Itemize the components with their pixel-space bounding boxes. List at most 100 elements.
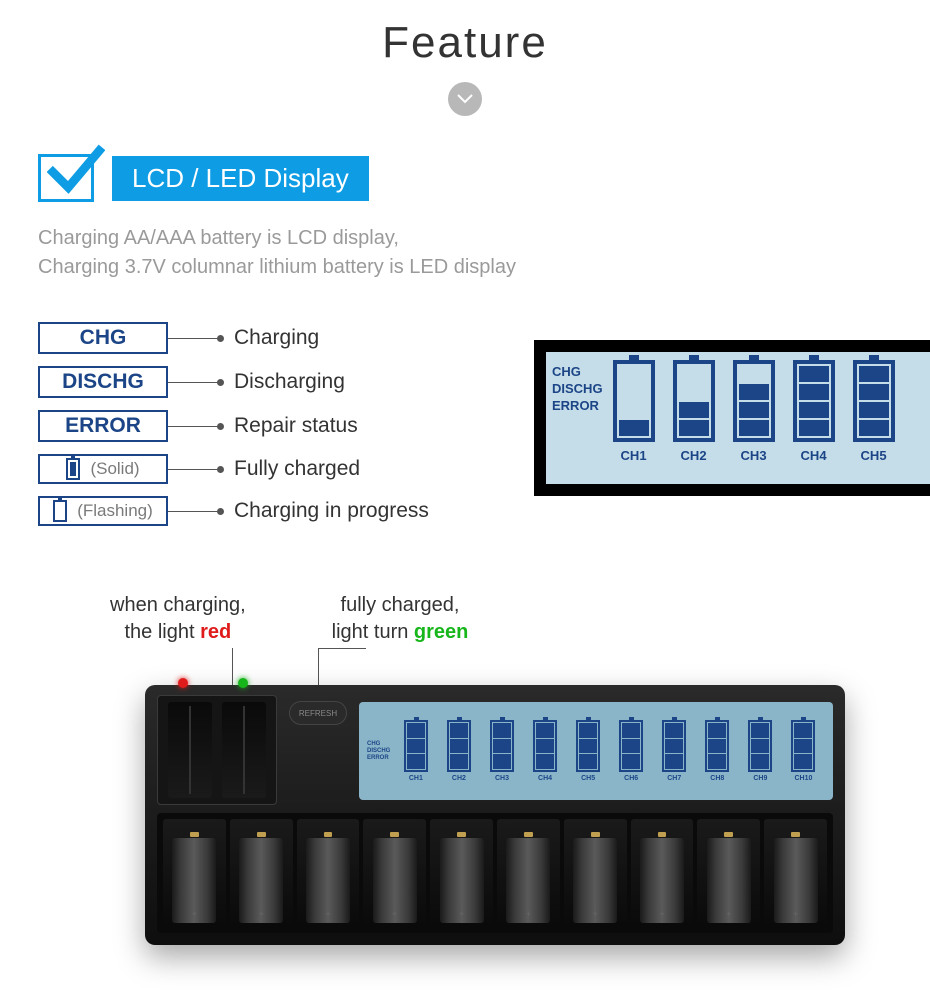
legend-row: (Solid) Fully charged <box>38 454 429 484</box>
lcd-status-labels: CHG DISCHG ERROR <box>552 360 603 480</box>
battery-icon <box>748 720 772 772</box>
aa-battery-icon <box>774 838 818 923</box>
connector-line <box>168 426 222 427</box>
battery-icon <box>619 720 643 772</box>
connector-line <box>168 382 222 383</box>
channel-label: CH4 <box>801 448 827 463</box>
legend-row: ERROR Repair status <box>38 410 429 442</box>
header: Feature <box>0 0 930 116</box>
channel-label: CH8 <box>710 775 724 782</box>
channel-label: CH3 <box>495 775 509 782</box>
device-lcd-channel: CH1 <box>401 720 431 782</box>
battery-icon <box>447 720 471 772</box>
legend-box-flashing: (Flashing) <box>38 496 168 526</box>
aa-slot <box>631 819 694 927</box>
device-lcd-channel: CH10 <box>788 720 818 782</box>
callout-charging: when charging, the light red <box>110 592 246 646</box>
battery-icon <box>791 720 815 772</box>
channel-label: CH5 <box>581 775 595 782</box>
channel-label: CH10 <box>794 775 812 782</box>
device-top-row: REFRESH CHG DISCHG ERROR CH1 CH2 CH3 CH4 CH5… <box>157 695 833 805</box>
chevron-down-icon <box>448 82 482 116</box>
aa-slot <box>497 819 560 927</box>
aa-battery-icon <box>506 838 550 923</box>
aa-slot <box>430 819 493 927</box>
green-text: green <box>414 621 468 643</box>
lithium-bay <box>157 695 277 805</box>
pointer-line <box>318 648 366 649</box>
led-red-icon <box>178 678 188 688</box>
battery-icon <box>613 360 655 442</box>
page-title: Feature <box>0 18 930 68</box>
device-lcd-channel: CH5 <box>573 720 603 782</box>
lcd-channel: CH2 <box>673 360 715 480</box>
channel-label: CH9 <box>753 775 767 782</box>
battery-icon <box>576 720 600 772</box>
callout-full: fully charged, light turn green <box>332 592 469 646</box>
device-lcd-channel: CH8 <box>702 720 732 782</box>
channel-label: CH5 <box>861 448 887 463</box>
lcd-channel: CH4 <box>793 360 835 480</box>
device-lcd-channel: CH4 <box>530 720 560 782</box>
desc-line-2: Charging 3.7V columnar lithium battery i… <box>38 253 930 282</box>
legend-box-solid: (Solid) <box>38 454 168 484</box>
desc-line-1: Charging AA/AAA battery is LCD display, <box>38 224 930 253</box>
device-lcd-labels: CHG DISCHG ERROR <box>367 741 390 761</box>
legend-label: Charging in progress <box>234 499 429 523</box>
lithium-slot <box>222 702 266 798</box>
channel-label: CH1 <box>621 448 647 463</box>
feature-row: LCD / LED Display <box>38 154 930 202</box>
battery-icon <box>404 720 428 772</box>
callout-line-2: light turn green <box>332 619 469 646</box>
battery-outline-icon <box>53 500 67 522</box>
aa-battery-icon <box>440 838 484 923</box>
lcd-channel: CH5 <box>853 360 895 480</box>
legend-box-text: (Flashing) <box>77 501 153 521</box>
battery-icon <box>705 720 729 772</box>
red-text: red <box>200 621 231 643</box>
legend-label: Repair status <box>234 414 358 438</box>
battery-icon <box>662 720 686 772</box>
aa-slot <box>163 819 226 927</box>
led-green-icon <box>238 678 248 688</box>
battery-icon <box>853 360 895 442</box>
device-lcd-screen: CHG DISCHG ERROR CH1 CH2 CH3 CH4 CH5 CH6 CH7 CH… <box>359 702 833 800</box>
channel-label: CH2 <box>452 775 466 782</box>
aa-battery-icon <box>573 838 617 923</box>
legend-box-dischg: DISCHG <box>38 366 168 398</box>
feature-badge: LCD / LED Display <box>112 156 369 201</box>
battery-icon <box>733 360 775 442</box>
feature-description: Charging AA/AAA battery is LCD display, … <box>38 224 930 282</box>
aa-slot <box>564 819 627 927</box>
lcd-label-chg: CHG <box>552 364 603 379</box>
refresh-button[interactable]: REFRESH <box>289 701 347 725</box>
lcd-battery-row: CH1 CH2 CH3 CH4 CH5 <box>613 360 895 480</box>
callout-line-2: the light red <box>110 619 246 646</box>
charger-device: REFRESH CHG DISCHG ERROR CH1 CH2 CH3 CH4 CH5… <box>145 685 845 945</box>
legend-box-chg: CHG <box>38 322 168 354</box>
aa-slot <box>697 819 760 927</box>
lcd-label-dischg: DISCHG <box>552 381 603 396</box>
channel-label: CH1 <box>409 775 423 782</box>
channel-label: CH3 <box>741 448 767 463</box>
lcd-label-error: ERROR <box>552 398 603 413</box>
legend-box-text: (Solid) <box>90 459 139 479</box>
channel-label: CH7 <box>667 775 681 782</box>
legend-row: CHG Charging <box>38 322 429 354</box>
battery-icon <box>490 720 514 772</box>
device-lcd-channel: CH9 <box>745 720 775 782</box>
channel-label: CH6 <box>624 775 638 782</box>
aa-battery-icon <box>306 838 350 923</box>
aa-battery-icon <box>239 838 283 923</box>
aa-battery-icon <box>172 838 216 923</box>
legend-label: Charging <box>234 326 319 350</box>
legend-row: (Flashing) Charging in progress <box>38 496 429 526</box>
battery-solid-icon <box>66 458 80 480</box>
aa-battery-icon <box>707 838 751 923</box>
aa-slot <box>363 819 426 927</box>
legend-list: CHG Charging DISCHG Discharging ERROR Re… <box>38 322 429 526</box>
legend-row: DISCHG Discharging <box>38 366 429 398</box>
callout-line-1: when charging, <box>110 592 246 619</box>
battery-icon <box>793 360 835 442</box>
device-lcd-channel: CH7 <box>659 720 689 782</box>
